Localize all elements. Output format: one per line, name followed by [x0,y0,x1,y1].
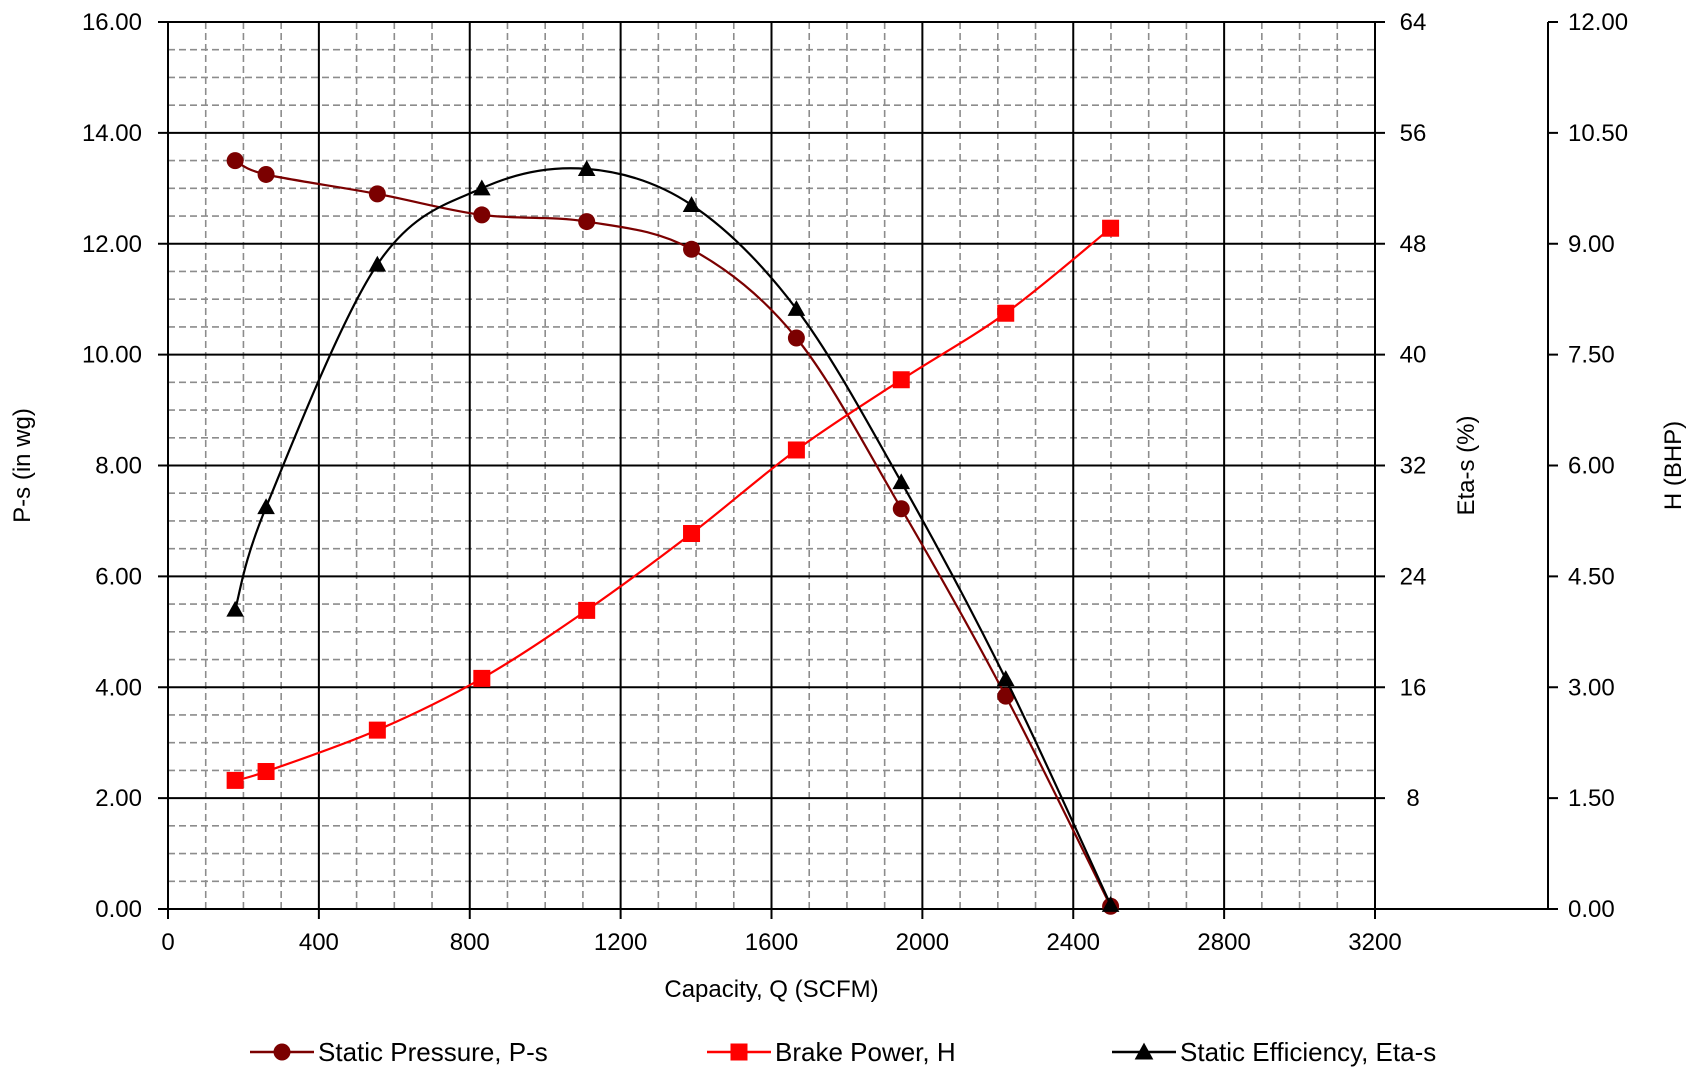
x-tick-label: 800 [450,929,490,956]
right1-tick-label: 64 [1400,9,1427,36]
legend-item: Static Efficiency, Eta-s [1112,1037,1436,1067]
legend-label: Static Pressure, P-s [318,1037,548,1067]
x-tick-label: 400 [299,929,339,956]
data-point [787,441,805,459]
x-tick-label: 2000 [896,929,949,956]
right2-tick-label: 1.50 [1568,785,1615,812]
right1-tick-label: 48 [1400,231,1427,258]
right2-axis-title: H (BHP) [1660,421,1687,510]
left-tick-label: 14.00 [82,120,142,147]
right1-tick-label: 32 [1400,453,1427,480]
x-tick-label: 3200 [1348,929,1401,956]
data-point [368,185,386,203]
data-point [257,498,275,515]
data-point [683,240,701,258]
right1-tick-label: 24 [1400,563,1427,590]
x-tick-label: 0 [161,929,174,956]
data-point [1102,219,1120,237]
data-point [892,500,910,518]
data-point [578,601,596,619]
series-2 [226,219,1120,789]
data-point [787,300,806,316]
right2-tick-label: 12.00 [1568,9,1628,36]
right1-tick-label: 16 [1400,674,1427,701]
left-tick-label: 12.00 [82,231,142,258]
data-point [368,721,386,739]
data-point [1101,896,1120,912]
data-point [368,255,387,272]
legend-item: Static Pressure, P-s [250,1037,548,1067]
x-tick-label: 1200 [594,929,647,956]
legend-marker [1134,1042,1154,1060]
left-tick-label: 10.00 [82,342,142,369]
data-point [226,600,244,617]
right2-tick-label: 3.00 [1568,674,1615,701]
left-tick-label: 4.00 [95,674,142,701]
data-point [577,160,596,176]
right2-tick-label: 9.00 [1568,231,1615,258]
axes: 0 400 800 1200 1600 2000 2400 2800 3200 Capacity,… [9,9,1687,1003]
data-point [997,687,1015,705]
x-tick-label: 1600 [745,929,798,956]
legend-label: Static Efficiency, Eta-s [1180,1037,1436,1067]
series-line [234,159,1112,907]
data-point [892,371,910,389]
left-tick-label: 8.00 [95,453,142,480]
left-tick-label: 6.00 [95,563,142,590]
data-point [473,669,491,687]
x-axis-title: Capacity, Q (SCFM) [664,976,878,1003]
data-point [683,525,701,543]
right2-tick-label: 4.50 [1568,563,1615,590]
right1-tick-label: 56 [1400,120,1427,147]
left-tick-label: 2.00 [95,785,142,812]
legend-marker [273,1043,291,1061]
right1-axis-title: Eta-s (%) [1453,415,1480,515]
right2-tick-label: 10.50 [1568,120,1628,147]
x-tick-label: 2800 [1197,929,1250,956]
left-axis-title: P-s (in wg) [9,408,36,523]
data-point [257,165,275,183]
right1-tick-label: 8 [1406,785,1419,812]
series-1 [226,152,1120,915]
data-point [226,771,244,789]
grid [168,22,1375,909]
data-point [997,304,1015,322]
series-line [234,167,1112,906]
right2-tick-label: 6.00 [1568,453,1615,480]
data-point [473,179,491,196]
legend-item: Brake Power, H [707,1037,956,1067]
left-tick-label: 16.00 [82,9,142,36]
right2-tick-label: 0.00 [1568,896,1615,923]
legend-label: Brake Power, H [775,1037,956,1067]
series [226,152,1120,915]
data-point [578,213,596,231]
data-point [996,670,1015,686]
series-line [234,227,1112,782]
data-point [257,763,275,781]
series-3 [226,160,1120,912]
data-point [473,206,491,224]
right1-tick-label: 40 [1400,342,1427,369]
right2-tick-label: 7.50 [1568,342,1615,369]
legend: Static Pressure, P-s Brake Power, H Static… [250,1037,1436,1067]
data-point [682,196,701,212]
data-point [892,473,911,490]
left-tick-label: 0.00 [95,896,142,923]
data-point [226,152,244,170]
data-point [787,329,805,347]
legend-marker [730,1043,748,1061]
x-tick-label: 2400 [1047,929,1100,956]
